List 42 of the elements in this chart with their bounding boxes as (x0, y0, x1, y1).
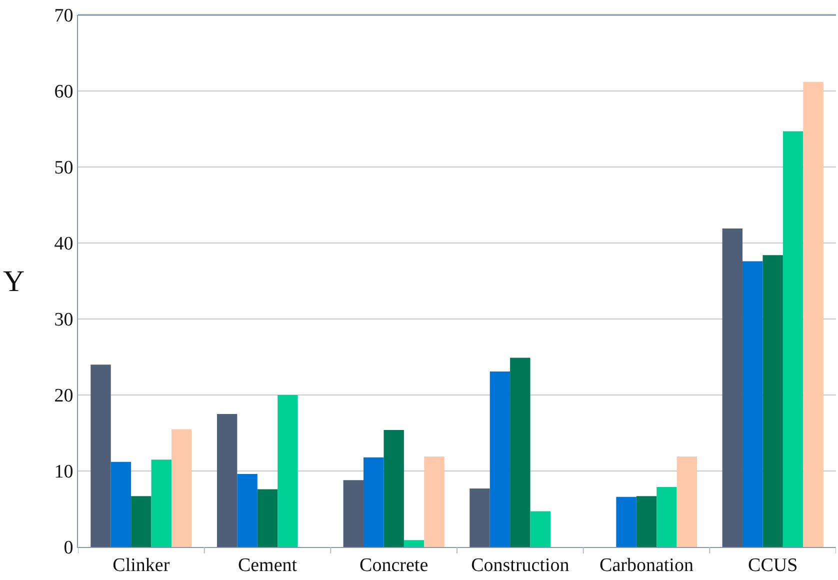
bar (722, 228, 743, 547)
bar (171, 429, 192, 547)
bar (656, 486, 677, 547)
bar (636, 496, 657, 547)
bar (257, 489, 278, 547)
y-tick-label: 50 (54, 158, 74, 179)
x-tick-label: Construction (471, 554, 570, 576)
bar (470, 488, 490, 547)
bar (364, 457, 384, 547)
x-tick-label: Carbonation (600, 554, 694, 576)
bar (384, 430, 404, 547)
x-tick-label: Clinker (112, 554, 170, 576)
bar (151, 460, 172, 547)
y-tick-label: 0 (64, 538, 74, 559)
bar (803, 82, 824, 547)
bar (216, 414, 238, 547)
bar (237, 474, 258, 547)
bar (742, 261, 763, 547)
bar (343, 480, 364, 547)
y-tick-label: 60 (54, 82, 74, 103)
bar (131, 496, 152, 547)
bar (762, 255, 783, 547)
y-tick-label: 70 (54, 6, 74, 27)
bar (404, 540, 424, 547)
x-tick-label: Cement (238, 554, 298, 576)
bar (676, 456, 698, 547)
bar (490, 371, 510, 547)
y-tick-label: 10 (54, 462, 74, 483)
y-tick-label: 40 (54, 234, 74, 255)
bar (530, 511, 550, 547)
y-axis-title: Y (3, 265, 25, 298)
bar (616, 496, 636, 547)
bar (90, 364, 111, 547)
y-tick-label: 30 (54, 310, 74, 331)
bar (424, 456, 444, 547)
x-tick-label: Concrete (360, 554, 428, 576)
bar (278, 395, 298, 547)
bar (782, 131, 804, 547)
x-tick-label: CCUS (748, 554, 798, 576)
bar (110, 462, 132, 547)
bar (510, 358, 530, 547)
y-tick-label: 20 (54, 386, 74, 407)
